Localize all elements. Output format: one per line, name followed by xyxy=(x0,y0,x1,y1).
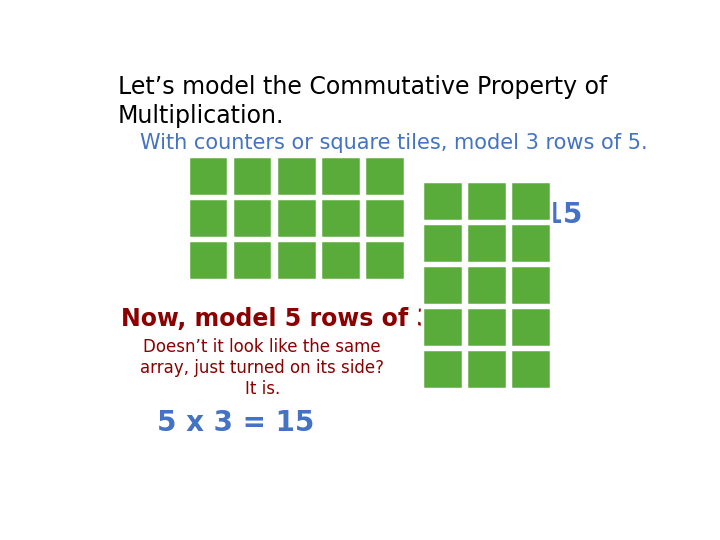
FancyBboxPatch shape xyxy=(232,156,272,196)
FancyBboxPatch shape xyxy=(276,156,317,196)
Text: 5 x 3 = 15: 5 x 3 = 15 xyxy=(157,409,315,437)
Text: With counters or square tiles, model 3 rows of 5.: With counters or square tiles, model 3 r… xyxy=(140,133,648,153)
FancyBboxPatch shape xyxy=(466,181,507,221)
FancyBboxPatch shape xyxy=(510,265,551,305)
FancyBboxPatch shape xyxy=(276,198,317,238)
FancyBboxPatch shape xyxy=(188,198,228,238)
FancyBboxPatch shape xyxy=(364,156,405,196)
FancyBboxPatch shape xyxy=(232,240,272,280)
Text: 3 x 5 = 15: 3 x 5 = 15 xyxy=(425,201,582,229)
FancyBboxPatch shape xyxy=(510,223,551,263)
FancyBboxPatch shape xyxy=(320,156,361,196)
FancyBboxPatch shape xyxy=(364,240,405,280)
FancyBboxPatch shape xyxy=(232,198,272,238)
FancyBboxPatch shape xyxy=(422,223,463,263)
FancyBboxPatch shape xyxy=(466,223,507,263)
FancyBboxPatch shape xyxy=(364,198,405,238)
FancyBboxPatch shape xyxy=(320,240,361,280)
FancyBboxPatch shape xyxy=(188,156,228,196)
FancyBboxPatch shape xyxy=(422,349,463,389)
FancyBboxPatch shape xyxy=(276,240,317,280)
Text: Multiplication.: Multiplication. xyxy=(118,104,284,129)
Text: Now, model 5 rows of 3.: Now, model 5 rows of 3. xyxy=(121,307,441,331)
FancyBboxPatch shape xyxy=(422,307,463,347)
FancyBboxPatch shape xyxy=(466,349,507,389)
FancyBboxPatch shape xyxy=(510,307,551,347)
FancyBboxPatch shape xyxy=(466,265,507,305)
FancyBboxPatch shape xyxy=(466,307,507,347)
FancyBboxPatch shape xyxy=(188,240,228,280)
FancyBboxPatch shape xyxy=(422,265,463,305)
FancyBboxPatch shape xyxy=(320,198,361,238)
FancyBboxPatch shape xyxy=(510,181,551,221)
Text: Let’s model the Commutative Property of: Let’s model the Commutative Property of xyxy=(118,75,607,99)
FancyBboxPatch shape xyxy=(510,349,551,389)
FancyBboxPatch shape xyxy=(422,181,463,221)
Text: Doesn’t it look like the same
array, just turned on its side?
It is.: Doesn’t it look like the same array, jus… xyxy=(140,339,384,398)
